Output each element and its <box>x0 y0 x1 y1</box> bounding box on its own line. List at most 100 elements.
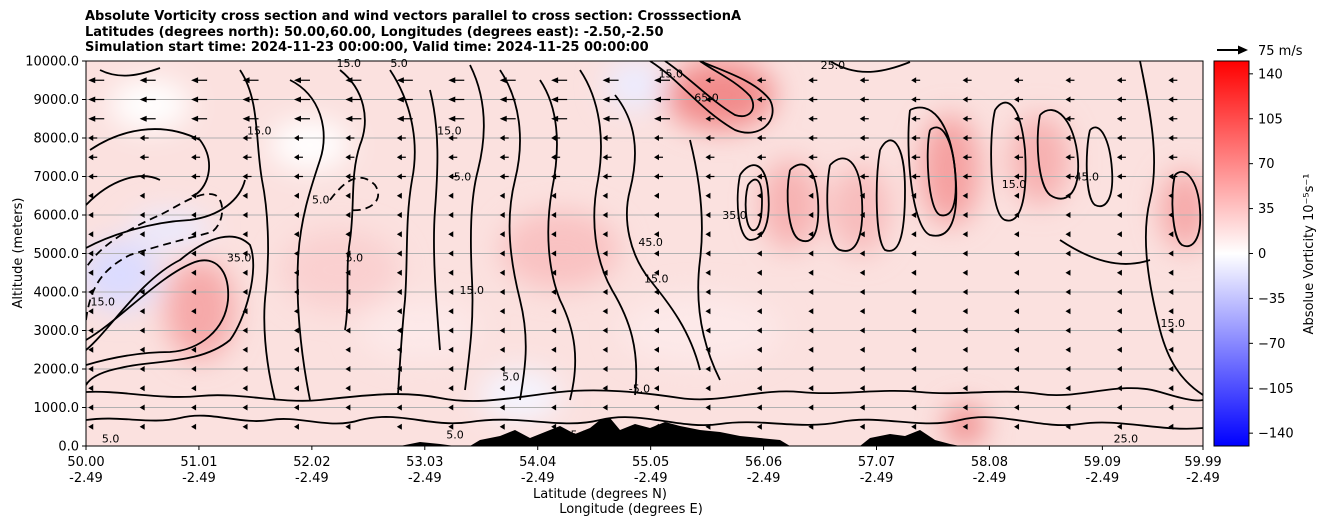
wind-vector <box>808 366 814 372</box>
wind-vectors <box>88 77 1178 430</box>
wind-vector <box>1014 154 1024 161</box>
wind-vector <box>242 250 248 257</box>
wind-vector <box>602 135 612 141</box>
contour-label: 15.0 <box>1002 178 1027 191</box>
x-tick-label-longitude: -2.49 <box>860 471 894 486</box>
contour-line <box>907 106 958 237</box>
colorbar-tick-label: 0 <box>1258 247 1266 262</box>
wind-vector <box>602 346 608 353</box>
wind-vector <box>191 154 201 161</box>
wind-vector <box>499 96 516 103</box>
wind-vector <box>756 212 762 218</box>
wind-vector <box>808 346 814 353</box>
wind-vector <box>1168 154 1178 161</box>
wind-vector <box>859 154 869 161</box>
wind-vector <box>242 96 259 103</box>
y-tick-label: 5000.0 <box>34 247 80 262</box>
wind-vector <box>551 173 561 180</box>
colorbar-gradient <box>1213 60 1250 447</box>
wind-vector <box>808 385 814 392</box>
wind-vector <box>499 423 505 430</box>
wind-vector <box>345 192 351 199</box>
wind-vector <box>859 269 865 276</box>
x-tick-label-latitude: 50.00 <box>67 455 104 470</box>
wind-vector <box>293 115 310 122</box>
wind-vector <box>962 173 972 180</box>
wind-vector <box>242 192 248 199</box>
wind-vector <box>859 423 865 430</box>
wind-vector <box>1065 327 1071 334</box>
wind-vector <box>139 404 145 411</box>
wind-vector <box>962 308 968 315</box>
wind-vector <box>551 212 557 218</box>
wind-vector <box>1168 366 1174 372</box>
wind-vector <box>808 289 814 295</box>
wind-vector <box>551 366 557 372</box>
contour-label: 25.0 <box>821 59 846 72</box>
wind-vector <box>88 154 98 161</box>
wind-vector <box>191 115 208 122</box>
x-tick-label-latitude: 56.06 <box>745 455 782 470</box>
wind-vector <box>448 423 454 430</box>
wind-vector <box>1116 231 1122 238</box>
wind-vector <box>88 366 94 372</box>
contour-line <box>826 157 864 252</box>
wind-vector <box>1168 192 1174 199</box>
wind-vector <box>705 366 711 372</box>
wind-vector <box>1116 173 1126 180</box>
wind-vector <box>499 308 505 315</box>
contour-line <box>539 79 577 401</box>
wind-vector <box>345 366 351 372</box>
wind-vector <box>448 269 454 276</box>
wind-vector <box>499 385 505 392</box>
wind-vector <box>808 327 814 334</box>
wind-vector <box>396 154 406 161</box>
wind-vector <box>345 385 351 392</box>
wind-vector <box>911 96 921 103</box>
contour-label: -5.0 <box>629 382 650 395</box>
wind-vector <box>602 173 612 180</box>
wind-vector <box>756 308 762 315</box>
wind-vector <box>139 289 145 295</box>
wind-vector <box>293 269 299 276</box>
wind-vector <box>602 269 608 276</box>
wind-vector <box>139 308 145 315</box>
contour-label: 5.0 <box>102 432 120 445</box>
wind-vector <box>293 327 299 334</box>
contour-label: 35.0 <box>722 209 747 222</box>
y-tick-label: 4000.0 <box>34 286 80 301</box>
wind-vector <box>756 173 766 180</box>
contour-label: 45.0 <box>1074 171 1099 184</box>
wind-vector <box>242 346 248 353</box>
contour-line <box>289 79 325 401</box>
wind-vector <box>1065 231 1071 238</box>
wind-vector <box>1168 423 1174 430</box>
wind-vector <box>345 423 351 430</box>
wind-vector <box>448 77 465 84</box>
x-axis-label-longitude: Longitude (degrees E) <box>559 502 703 517</box>
contour-label: -5.0 <box>450 171 471 184</box>
wind-vector <box>808 404 814 411</box>
wind-vector <box>551 250 557 257</box>
wind-vector <box>756 385 762 392</box>
wind-vector <box>396 173 406 180</box>
wind-vector <box>1168 135 1178 141</box>
wind-vector <box>756 154 766 161</box>
wind-vector <box>499 404 505 411</box>
wind-vector <box>88 269 94 276</box>
wind-vector <box>551 385 557 392</box>
vorticity-field <box>86 61 1203 445</box>
wind-vector <box>242 154 252 161</box>
wind-vector <box>242 212 248 218</box>
wind-vector <box>1116 308 1122 315</box>
y-tick-label: 10000.0 <box>25 55 79 70</box>
colorbar-tick-label: 105 <box>1258 112 1283 127</box>
wind-vector <box>551 115 568 122</box>
wind-vector <box>499 115 516 122</box>
wind-vector <box>345 346 351 353</box>
wind-vector <box>911 404 917 411</box>
wind-vector <box>139 366 145 372</box>
wind-vector <box>551 404 557 411</box>
wind-vector <box>911 327 917 334</box>
wind-vector <box>293 289 299 295</box>
